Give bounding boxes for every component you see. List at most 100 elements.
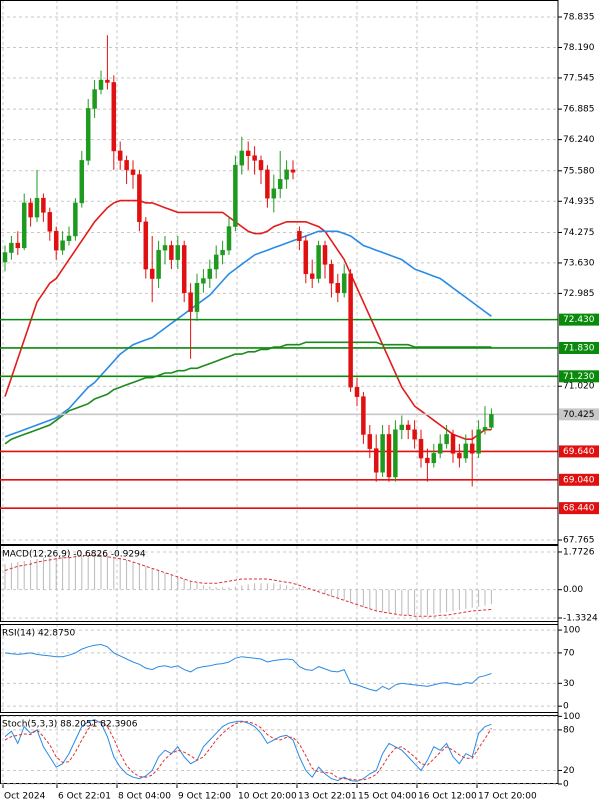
candle-body [149,268,155,279]
candle-body [361,396,366,435]
candle-body [463,443,469,459]
candle-body [297,231,302,241]
candle-body [489,414,494,428]
candle-body [245,150,251,156]
candle-body [213,254,219,270]
candle-body [284,169,289,180]
y-tick-label: 76.885 [563,105,595,115]
candle-body [252,155,257,161]
candle-body [380,434,385,473]
candle-body [329,264,334,284]
y-tick-label: 30 [563,679,575,689]
candle-body [60,240,65,251]
candle-body [2,252,8,263]
candle-body [425,457,430,464]
y-tick-label: 78.835 [563,13,595,23]
candle-body [92,89,97,109]
candle-body [399,424,405,430]
candle-body [73,202,78,237]
candle-body [66,235,72,241]
candle-body [271,188,277,199]
level-label: 71.230 [563,372,595,382]
candle-body [124,160,129,171]
y-tick-label: 0.00 [563,585,583,595]
y-tick-label: 67.765 [563,536,595,546]
x-tick-label: 6 Oct 22:01 [58,792,111,802]
candle-body [373,448,379,473]
y-tick-label: 74.935 [563,197,595,207]
candle-body [265,169,270,199]
candle-body [437,443,443,454]
candle-body [105,79,110,83]
panel-title: Stoch(5,3,3) 88.2051 82.3906 [2,720,138,730]
level-label-box [559,473,599,486]
x-tick-label: 8 Oct 04:00 [118,792,171,802]
candle-body [41,197,46,213]
candle-body [457,453,462,459]
candle-body [28,202,33,218]
candle-body [476,429,481,454]
candle-body [169,245,174,260]
level-label: 68.440 [563,504,595,514]
x-tick-label: 16 Oct 12:00 [418,792,477,802]
y-tick-label: 70 [563,648,575,658]
y-tick-label: 1.7726 [563,547,595,557]
candle-body [303,240,309,275]
candle-body [444,434,449,445]
candle-body [201,278,206,284]
x-tick-label: 15 Oct 04:00 [358,792,417,802]
candle-body [47,212,53,232]
candle-body [450,434,456,454]
candle-body [175,245,181,260]
x-tick-label: 9 Oct 12:00 [178,792,231,802]
candle-body [482,427,488,430]
candle-body [239,150,245,166]
candle-body [348,273,353,388]
level-label: 69.040 [563,475,595,485]
candle-body [405,424,411,430]
y-tick-label: 0 [563,780,569,790]
candle-body [469,443,475,454]
y-tick-label: 20 [563,766,575,776]
candle-body [188,292,193,312]
y-tick-label: 77.545 [563,73,595,83]
level-label-box [559,313,599,326]
candle-body [137,174,142,223]
candle-body [143,221,149,270]
indicator-line [4,719,492,782]
candle-body [393,429,398,478]
candle-body [98,79,104,90]
candle-body [290,169,296,173]
y-tick-label: -1.3324 [563,614,598,624]
candle-body [386,434,392,478]
candle-body [130,169,136,175]
candle-body [79,160,85,204]
candle-body [111,82,117,152]
candle-body [258,160,264,171]
candle-body [341,273,347,293]
candle-body [367,434,373,449]
y-tick-label: 100 [563,712,580,722]
level-label: 71.830 [563,343,595,353]
candle-body [34,197,40,218]
candle-body [354,386,360,397]
level-label-box [559,370,599,383]
candle-body [277,179,283,190]
candle-body [53,231,59,251]
level-label-box [559,341,599,354]
candle-body [316,245,321,279]
level-label-box [559,502,599,515]
candle-body [194,282,200,312]
candle-body [15,242,21,249]
indicator-line [4,721,492,781]
candle-body [431,453,437,464]
y-tick-label: 78.190 [563,43,595,53]
panel-title: RSI(14) 42.8750 [2,629,75,639]
candle-body [162,245,168,251]
level-label: 69.640 [563,447,595,457]
candle-body [85,108,91,161]
candle-body [21,202,27,249]
indicator-line [4,643,492,692]
